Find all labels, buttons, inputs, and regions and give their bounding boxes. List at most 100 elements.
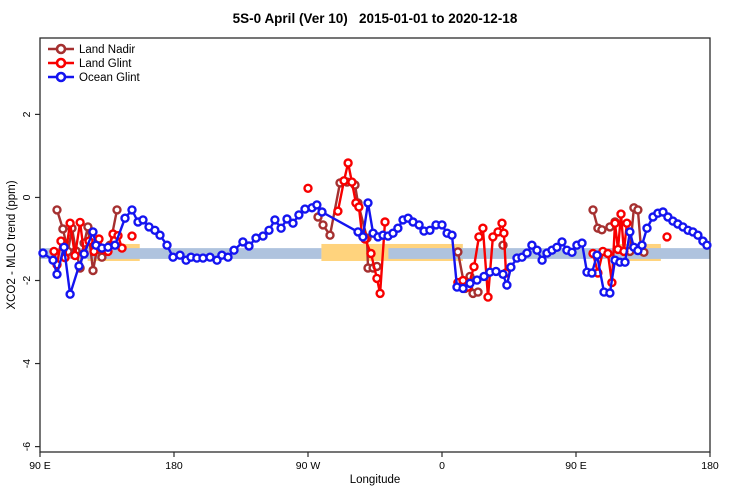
data-point xyxy=(343,158,353,168)
data-point xyxy=(138,215,148,225)
legend-label: Ocean Glint xyxy=(79,72,141,84)
data-point xyxy=(97,252,107,262)
data-point xyxy=(333,206,343,216)
data-point xyxy=(662,232,672,242)
series-land-nadir xyxy=(52,177,649,299)
data-point xyxy=(88,227,98,237)
data-point xyxy=(587,268,597,278)
x-tick-label: 180 xyxy=(165,460,183,472)
y-axis-ticks: 2 0 -2 -4 -6 xyxy=(21,111,40,451)
x-tick-label: 90 E xyxy=(29,460,51,472)
data-point xyxy=(499,228,509,238)
data-point xyxy=(325,230,335,240)
data-point xyxy=(458,283,468,294)
data-point xyxy=(65,289,75,299)
data-point xyxy=(633,205,643,215)
data-point xyxy=(155,230,165,240)
data-point xyxy=(258,231,268,241)
data-point xyxy=(693,230,703,240)
x-tick-label: 90 E xyxy=(565,460,587,472)
y-tick-label: 0 xyxy=(21,194,33,200)
data-point xyxy=(162,240,172,250)
data-point xyxy=(702,240,712,250)
data-point xyxy=(622,218,632,228)
data-point xyxy=(597,225,607,235)
data-point xyxy=(393,223,403,233)
series-ocean-glint xyxy=(38,198,712,299)
x-axis-label: Longitude xyxy=(349,474,401,486)
data-point xyxy=(567,247,577,258)
data-point xyxy=(437,220,447,230)
legend-label: Land Nadir xyxy=(79,44,135,56)
data-point xyxy=(375,288,385,299)
data-point xyxy=(110,240,120,250)
data-point xyxy=(616,209,626,219)
data-point xyxy=(58,224,68,234)
y-tick-label: -2 xyxy=(21,276,33,285)
legend-marker-icon xyxy=(55,71,67,83)
data-point xyxy=(75,217,85,228)
data-point xyxy=(120,213,130,223)
data-point xyxy=(65,218,75,228)
data-point xyxy=(244,241,254,251)
data-point xyxy=(317,207,327,217)
data-point xyxy=(229,245,239,255)
x-tick-label: 90 W xyxy=(296,460,321,472)
data-point xyxy=(358,232,368,242)
data-point xyxy=(318,220,328,230)
x-tick-label: 180 xyxy=(701,460,719,472)
data-point xyxy=(498,269,508,279)
data-point xyxy=(532,245,542,255)
legend-label: Land Glint xyxy=(79,58,132,70)
data-point xyxy=(497,218,507,228)
data-point xyxy=(127,205,137,215)
data-point xyxy=(588,205,598,215)
data-point xyxy=(223,252,233,262)
data-point xyxy=(592,250,602,260)
data-point xyxy=(312,200,322,210)
data-point xyxy=(472,275,482,285)
data-point xyxy=(380,217,390,227)
data-point xyxy=(473,287,483,297)
data-point xyxy=(372,273,382,284)
data-point xyxy=(48,255,58,265)
data-point xyxy=(474,232,484,242)
data-point xyxy=(425,225,435,236)
data-point xyxy=(366,248,376,259)
legend: Land Nadir Land Glint Ocean Glint xyxy=(48,43,141,84)
data-point xyxy=(74,261,84,271)
data-point xyxy=(557,237,567,247)
data-point xyxy=(294,210,304,220)
data-point xyxy=(610,218,620,228)
data-point xyxy=(282,214,292,224)
data-point xyxy=(603,248,613,259)
x-tick-label: 0 xyxy=(439,460,445,472)
data-point xyxy=(52,269,62,279)
data-point xyxy=(552,242,562,253)
data-point xyxy=(264,225,274,236)
data-point xyxy=(347,177,357,187)
data-point xyxy=(506,262,516,272)
data-point xyxy=(127,231,137,241)
data-point xyxy=(70,250,80,261)
x-axis-ticks: 90 E 180 90 W 0 90 E 180 xyxy=(29,452,719,472)
data-point xyxy=(354,202,364,212)
data-point xyxy=(465,278,475,289)
data-point xyxy=(276,223,286,233)
data-point xyxy=(537,255,547,265)
data-point xyxy=(88,265,98,276)
legend-item-ocean-glint: Ocean Glint xyxy=(48,71,141,84)
data-point xyxy=(637,240,647,250)
y-tick-label: -6 xyxy=(21,442,33,451)
data-point xyxy=(620,257,630,267)
data-point xyxy=(339,176,349,186)
data-point xyxy=(288,218,298,228)
data-point xyxy=(238,237,248,247)
legend-item-land-nadir: Land Nadir xyxy=(48,43,135,56)
data-point xyxy=(270,215,280,225)
data-point xyxy=(469,262,479,272)
data-point xyxy=(52,205,62,215)
data-point xyxy=(447,230,457,240)
